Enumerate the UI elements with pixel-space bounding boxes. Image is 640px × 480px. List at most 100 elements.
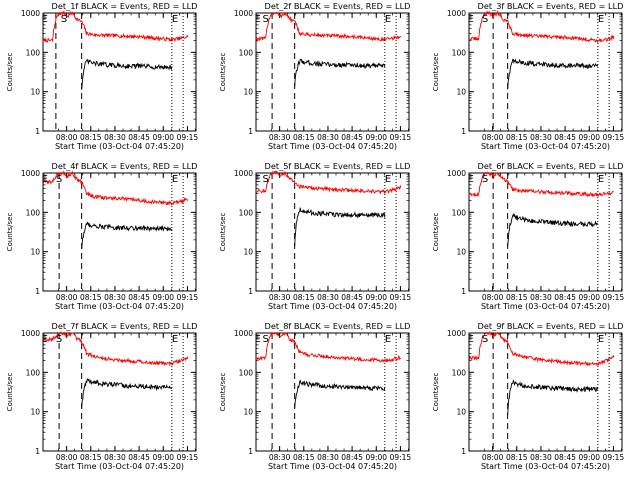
lld-series-line — [255, 170, 402, 195]
detector-panel: Det_4f BLACK = Events, RED = LLD 1 10 100 10… — [0, 160, 213, 320]
x-tick-label: 09:15 — [177, 293, 199, 302]
x-tick-label: 08:15 — [506, 293, 528, 302]
lld-series-line — [468, 330, 615, 367]
x-tick-label: 09:15 — [603, 293, 625, 302]
events-series-line — [294, 58, 386, 87]
end-marker-label: E — [385, 14, 391, 25]
chart-title: Det_1f BLACK = Events, RED = LLD — [52, 1, 198, 11]
y-axis-title: Counts/sec — [219, 53, 227, 92]
plot-frame — [42, 332, 197, 452]
events-series-line — [81, 378, 173, 409]
y-tick-label: 10 — [456, 88, 466, 97]
y-tick-label: 1000 — [21, 9, 40, 18]
y-tick-label: 100 — [239, 368, 254, 377]
x-tick-label: 09:15 — [177, 453, 199, 462]
x-axis-title: Start Time (03-Oct-04 07:45:20) — [268, 462, 397, 471]
end-marker-label: E — [385, 174, 391, 185]
y-axis-title: Counts/sec — [6, 373, 14, 412]
x-tick-label: 09:00 — [152, 453, 174, 462]
x-tick-label: 08:15 — [506, 133, 528, 142]
detector-panel: Det_7f BLACK = Events, RED = LLD 1 10 100 10… — [0, 320, 213, 480]
detector-chart: Det_2f BLACK = Events, RED = LLD 1 10 100 10… — [219, 1, 412, 151]
x-tick-label: 08:00 — [482, 133, 504, 142]
x-tick-label: 08:45 — [341, 133, 363, 142]
lld-series-line — [255, 11, 402, 43]
detector-panel: Det_1f BLACK = Events, RED = LLD 1 10 100 10… — [0, 0, 213, 160]
x-tick-label: 09:15 — [390, 453, 412, 462]
x-tick-label: 09:15 — [390, 133, 412, 142]
saa-marker-label: S — [482, 334, 488, 345]
x-tick-label: 08:15 — [293, 453, 315, 462]
detector-panel: Det_3f BLACK = Events, RED = LLD 1 10 100 10… — [426, 0, 639, 160]
x-tick-label: 09:15 — [390, 293, 412, 302]
x-tick-label: 08:30 — [530, 133, 552, 142]
y-tick-label: 1000 — [21, 329, 40, 338]
saa-marker-label: S — [262, 334, 268, 345]
detector-chart: Det_7f BLACK = Events, RED = LLD 1 10 100 10… — [6, 321, 199, 471]
detector-chart: Det_1f BLACK = Events, RED = LLD 1 10 100 10… — [6, 1, 198, 151]
chart-title: Det_2f BLACK = Events, RED = LLD — [265, 1, 411, 11]
x-tick-label: 08:45 — [554, 133, 576, 142]
y-axis-title: Counts/sec — [219, 213, 227, 252]
x-tick-label: 08:00 — [56, 133, 78, 142]
x-tick-label: 08:45 — [341, 293, 363, 302]
x-tick-label: 09:15 — [603, 133, 625, 142]
x-axis-title: Start Time (03-Oct-04 07:45:20) — [55, 302, 184, 311]
y-tick-label: 1000 — [447, 9, 466, 18]
x-tick-label: 09:00 — [365, 133, 387, 142]
chart-title: Det_3f BLACK = Events, RED = LLD — [478, 1, 624, 11]
saa-marker-label: S — [56, 334, 62, 345]
end-marker-label: E — [598, 334, 604, 345]
chart-title: Det_6f BLACK = Events, RED = LLD — [478, 161, 624, 171]
y-tick-label: 100 — [26, 208, 41, 217]
detector-panel: Det_8f BLACK = Events, RED = LLD 1 10 100 10… — [213, 320, 426, 480]
y-axis-title: Counts/sec — [219, 373, 227, 412]
y-tick-label: 100 — [239, 48, 254, 57]
end-marker-label: E — [172, 334, 178, 345]
lld-series-line — [468, 171, 615, 198]
x-tick-label: 08:45 — [128, 293, 150, 302]
detector-panel: Det_2f BLACK = Events, RED = LLD 1 10 100 10… — [213, 0, 426, 160]
y-tick-label: 1 — [35, 287, 40, 296]
y-tick-label: 100 — [239, 208, 254, 217]
detector-panel: Det_6f BLACK = Events, RED = LLD 1 10 100 10… — [426, 160, 639, 320]
x-axis-title: Start Time (03-Oct-04 07:45:20) — [268, 142, 397, 151]
lld-series-line — [42, 331, 189, 366]
y-tick-label: 100 — [452, 208, 467, 217]
x-tick-label: 08:30 — [530, 293, 552, 302]
events-series-line — [507, 213, 599, 247]
start-marker-label: E — [467, 334, 473, 345]
y-axis-title: Counts/sec — [432, 373, 440, 412]
saa-marker-label: S — [482, 14, 488, 25]
detector-chart: Det_9f BLACK = Events, RED = LLD 1 10 100 10… — [432, 321, 624, 471]
y-tick-label: 1000 — [234, 329, 253, 338]
detector-chart: Det_5f BLACK = Events, RED = LLD 1 10 100 10… — [219, 161, 412, 311]
y-axis-title: Counts/sec — [432, 53, 440, 92]
y-tick-label: 1 — [461, 127, 466, 136]
x-tick-label: 08:15 — [506, 453, 528, 462]
x-tick-label: 08:45 — [128, 133, 150, 142]
y-tick-label: 1000 — [234, 9, 253, 18]
x-tick-label: 09:00 — [578, 293, 600, 302]
y-tick-label: 1000 — [234, 169, 253, 178]
y-axis-title: Counts/sec — [6, 53, 14, 92]
end-marker-label: E — [385, 334, 391, 345]
chart-title: Det_8f BLACK = Events, RED = LLD — [265, 321, 411, 331]
events-series-line — [81, 58, 173, 90]
x-tick-label: 08:30 — [269, 293, 291, 302]
chart-title: Det_4f BLACK = Events, RED = LLD — [52, 161, 198, 171]
saa-marker-label: S — [262, 14, 268, 25]
detector-chart: Det_8f BLACK = Events, RED = LLD 1 10 100 10… — [219, 321, 412, 471]
start-marker-label: E — [41, 174, 47, 185]
y-tick-label: 10 — [456, 408, 466, 417]
plot-frame — [468, 332, 623, 452]
x-tick-label: 08:15 — [80, 133, 102, 142]
lld-series-line — [42, 170, 189, 206]
x-axis-title: Start Time (03-Oct-04 07:45:20) — [481, 302, 610, 311]
x-tick-label: 09:00 — [365, 293, 387, 302]
y-tick-label: 1000 — [447, 169, 466, 178]
x-tick-label: 08:00 — [56, 453, 78, 462]
x-tick-label: 09:00 — [578, 453, 600, 462]
x-tick-label: 09:00 — [578, 133, 600, 142]
events-series-line — [294, 207, 386, 247]
